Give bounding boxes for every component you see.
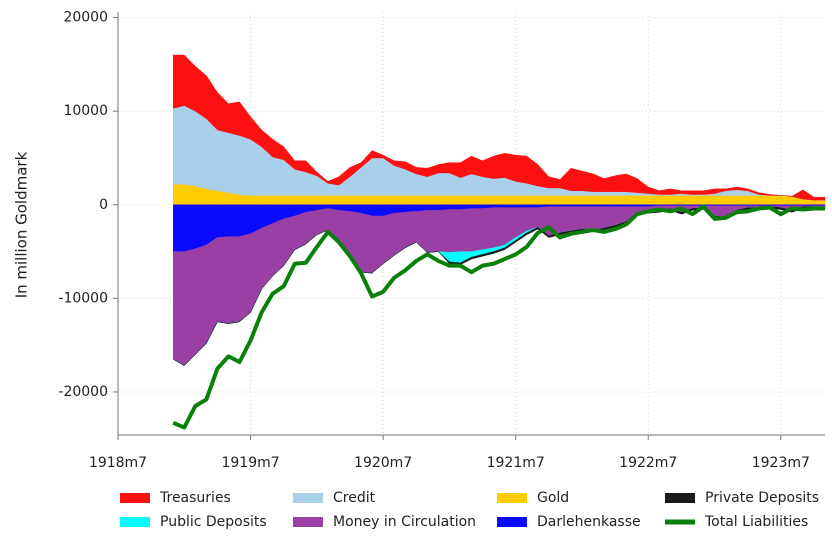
y-tick-label: -20000	[58, 384, 108, 400]
y-tick-label: 10000	[63, 103, 108, 119]
legend-swatch	[120, 517, 150, 527]
legend-swatch	[497, 493, 527, 503]
legend: Treasuries Credit Gold Private Deposits Publ…	[120, 490, 819, 530]
legend-label: Money in Circulation	[333, 514, 476, 530]
legend-swatch	[665, 493, 695, 503]
legend-swatch	[293, 493, 323, 503]
y-tick-label: 0	[99, 197, 108, 213]
x-tick-label: 1922m7	[619, 455, 677, 471]
axes: -20000 -10000 0 10000 20000 1918m7 1919m7 1920m…	[58, 10, 825, 471]
x-tick-label: 1919m7	[221, 455, 279, 471]
x-tick-label: 1918m7	[89, 455, 147, 471]
x-tick-label: 1920m7	[354, 455, 412, 471]
y-axis-label: In million Goldmark	[13, 151, 31, 298]
legend-label: Gold	[537, 490, 569, 506]
area	[172, 54, 826, 201]
plot-area	[172, 54, 826, 430]
line	[172, 204, 825, 430]
x-tick-label: 1921m7	[487, 455, 545, 471]
legend-label: Darlehenkasse	[537, 514, 641, 530]
legend-label: Public Deposits	[160, 514, 267, 530]
legend-label: Private Deposits	[705, 490, 819, 506]
legend-swatch	[497, 517, 527, 527]
legend-label: Treasuries	[159, 490, 231, 506]
x-tick-label: 1923m7	[752, 455, 810, 471]
area	[172, 205, 826, 367]
legend-swatch	[120, 493, 150, 503]
legend-swatch	[293, 517, 323, 527]
legend-swatch	[665, 519, 695, 525]
y-tick-label: 20000	[63, 10, 108, 26]
legend-label: Total Liabilities	[704, 514, 808, 530]
y-tick-label: -10000	[58, 290, 108, 306]
legend-label: Credit	[333, 490, 376, 506]
